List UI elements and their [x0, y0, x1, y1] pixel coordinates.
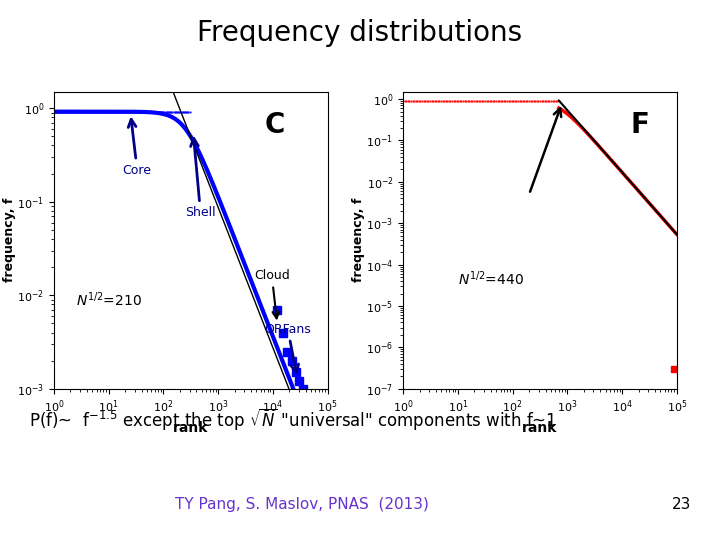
Y-axis label: frequency, f: frequency, f	[352, 198, 365, 282]
Text: Core: Core	[122, 119, 152, 177]
Text: Frequency distributions: Frequency distributions	[197, 19, 523, 47]
Text: $N^{1/2}$=210: $N^{1/2}$=210	[76, 290, 142, 309]
Text: C: C	[265, 111, 285, 139]
Text: P(f)~  f$^{-1.5}$ except the top $\sqrt{N}$ "universal" components with f~1: P(f)~ f$^{-1.5}$ except the top $\sqrt{N…	[29, 406, 557, 431]
Text: 23: 23	[672, 497, 691, 512]
Text: Cloud: Cloud	[254, 269, 289, 319]
X-axis label: rank: rank	[173, 421, 209, 435]
Y-axis label: frequency, f: frequency, f	[3, 198, 16, 282]
Text: $N^{1/2}$=440: $N^{1/2}$=440	[458, 269, 524, 288]
Text: F: F	[630, 111, 649, 139]
Text: TY Pang, S. Maslov, PNAS  (2013): TY Pang, S. Maslov, PNAS (2013)	[176, 497, 429, 512]
Text: Shell: Shell	[185, 138, 216, 219]
Text: ORFans: ORFans	[264, 322, 311, 373]
X-axis label: rank: rank	[522, 421, 558, 435]
